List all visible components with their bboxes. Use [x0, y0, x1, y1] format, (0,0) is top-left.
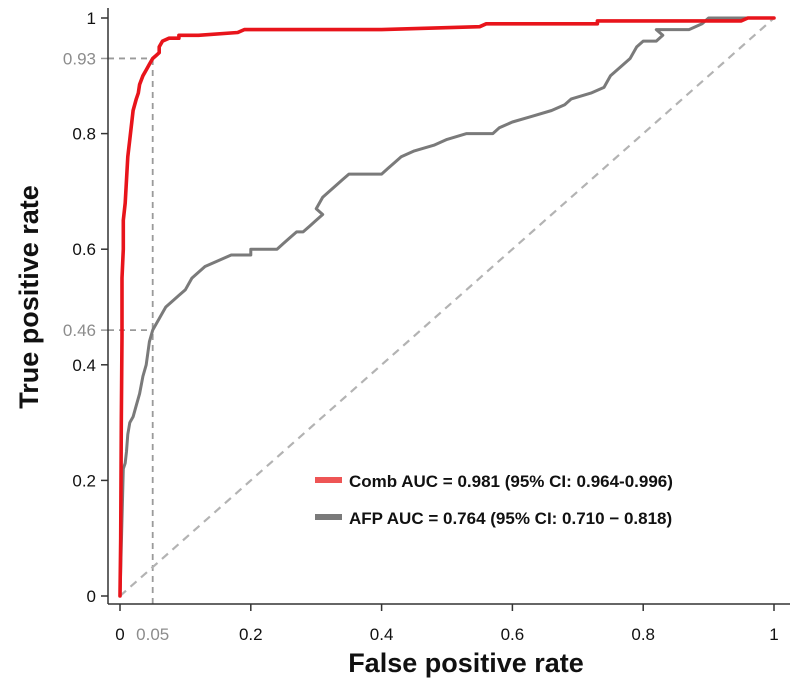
series-comb-curve	[118, 16, 776, 598]
x-tick-label-0-6: 0.6	[501, 625, 525, 644]
y-tick-label-1: 1	[87, 9, 96, 28]
legend-label-comb: Comb AUC = 0.981 (95% CI: 0.964-0.996)	[349, 472, 673, 491]
legend-swatch-comb	[315, 477, 342, 483]
ref-y-0-93-label: 0.93	[63, 49, 96, 68]
x-tick-label-0-4: 0.4	[370, 625, 394, 644]
series-afp-curve	[118, 16, 776, 598]
x-tick-label-0-8: 0.8	[631, 625, 655, 644]
diagonal-line	[119, 17, 775, 597]
x-axis-title: False positive rate	[348, 648, 584, 678]
legend-swatch-afp	[315, 514, 342, 520]
y-tick-label-0-8: 0.8	[72, 125, 96, 144]
x-tick-label-0: 0	[115, 625, 124, 644]
y-tick-label-0-6: 0.6	[72, 240, 96, 259]
reference-lines: 0.05 0.93 0.46	[63, 49, 169, 644]
y-axis-title: True positive rate	[14, 185, 44, 409]
chance-diagonal	[119, 17, 775, 597]
x-tick-label-1: 1	[769, 625, 778, 644]
axes: 0 0.2 0.4 0.6 0.8 1 0 0.2 0.4 0.6 0.8 1	[72, 8, 790, 644]
y-tick-label-0-4: 0.4	[72, 356, 96, 375]
ref-y-0-46-label: 0.46	[63, 321, 96, 340]
roc-curves	[118, 16, 776, 598]
ref-x-0-05-label: 0.05	[136, 625, 169, 644]
y-tick-label-0-2: 0.2	[72, 471, 96, 490]
legend: Comb AUC = 0.981 (95% CI: 0.964-0.996) A…	[315, 472, 673, 528]
legend-label-afp: AFP AUC = 0.764 (95% CI: 0.710 − 0.818)	[349, 509, 672, 528]
x-tick-label-0-2: 0.2	[239, 625, 263, 644]
y-tick-label-0: 0	[87, 587, 96, 606]
